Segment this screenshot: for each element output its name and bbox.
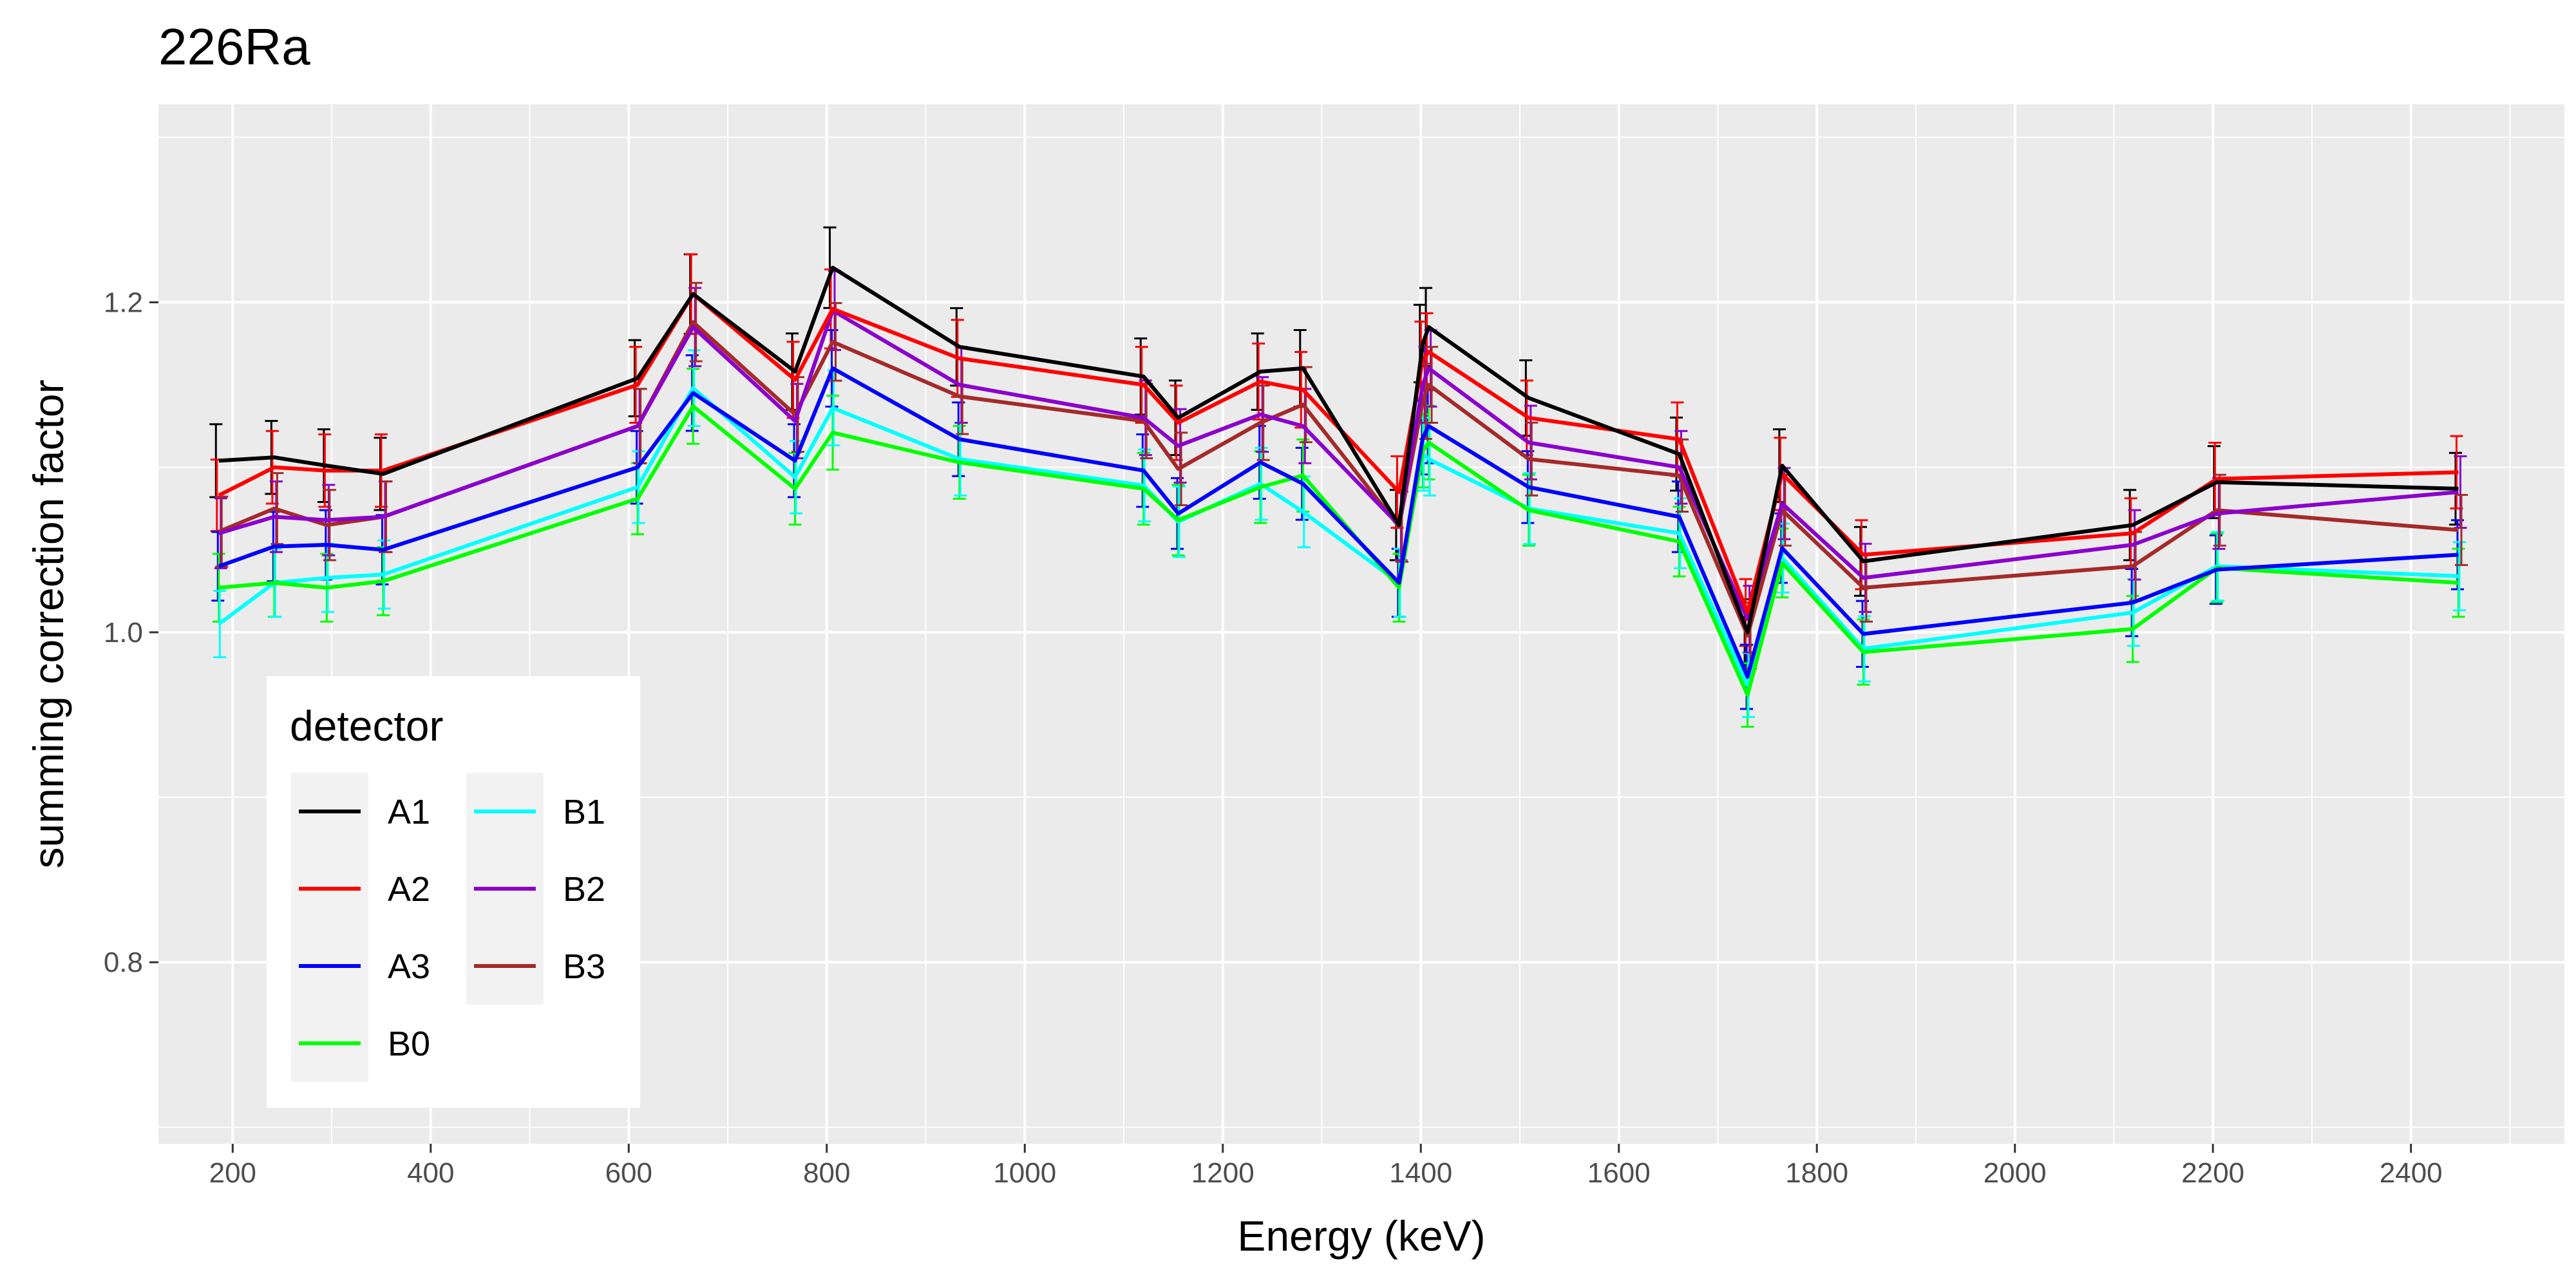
y-axis: 0.8 1.0 1.2 [104,287,158,978]
series-line-A1 [218,265,2459,634]
x-tick-label: 200 [209,1157,256,1189]
legend-item-B3: B3 [466,927,605,1005]
y-tick-label: 0.8 [104,947,143,978]
series-line-A2 [218,292,2459,615]
x-tick-label: 800 [803,1157,850,1189]
x-tick-label: 400 [407,1157,454,1189]
series-line-B0 [218,404,2459,697]
series-line-B2 [218,308,2459,621]
legend-label: B0 [388,1025,430,1063]
legend-item-B1: B1 [466,773,605,850]
legend-label: A3 [388,947,430,986]
major-grid [158,104,2564,1144]
legend-label: B1 [563,793,605,831]
legend-item-B2: B2 [466,850,605,927]
y-tick-label: 1.0 [104,617,143,649]
legend: detector A1 A2 A3 B0 B1 B2 B3 [267,676,640,1108]
legend-label: B3 [563,947,605,986]
legend-item-A3: A3 [291,927,430,1005]
legend-items: A1 A2 A3 B0 B1 B2 B3 [291,773,605,1082]
x-tick-label: 1800 [1785,1157,1848,1189]
series-line-A3 [218,366,2459,679]
x-tick-label: 600 [605,1157,652,1189]
y-tick-label: 1.2 [104,287,143,318]
x-axis-title: Energy (keV) [1237,1212,1485,1260]
legend-title: detector [290,702,443,750]
x-tick-label: 1000 [993,1157,1056,1189]
legend-label: B2 [563,870,605,909]
x-axis: 200 400 600 800 1000 1200 1400 1600 1800 2000 2200… [209,1144,2443,1189]
x-tick-label: 2400 [2380,1157,2443,1189]
x-tick-label: 1600 [1587,1157,1651,1189]
x-tick-label: 1400 [1389,1157,1452,1189]
legend-item-B0: B0 [291,1005,430,1082]
legend-label: A1 [388,793,430,831]
x-tick-label: 2200 [2181,1157,2244,1189]
series-lines [218,265,2459,697]
legend-item-A2: A2 [291,850,430,927]
x-tick-label: 1200 [1191,1157,1255,1189]
x-tick-label: 2000 [1984,1157,2047,1189]
series-line-B1 [218,386,2459,687]
legend-label: A2 [388,870,430,909]
chart-title: 226Ra [158,18,310,75]
legend-item-A1: A1 [291,773,430,850]
y-axis-title: summing correction factor [24,379,72,868]
